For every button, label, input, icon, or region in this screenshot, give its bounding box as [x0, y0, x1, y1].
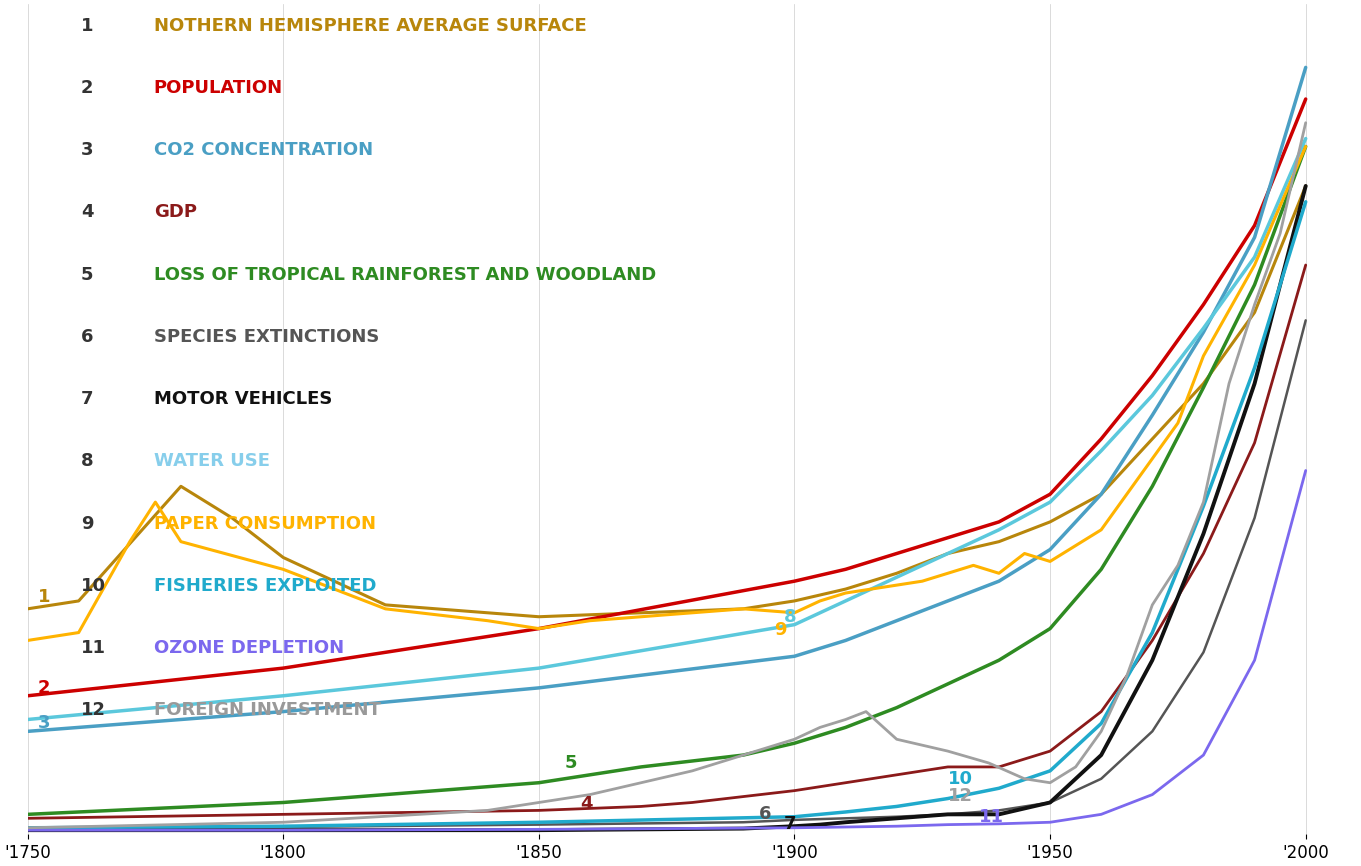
Text: 4: 4: [580, 795, 592, 813]
Text: FOREIGN INVESTMENT: FOREIGN INVESTMENT: [154, 701, 381, 720]
Text: 8: 8: [784, 608, 796, 626]
Text: MOTOR VEHICLES: MOTOR VEHICLES: [154, 390, 332, 408]
Text: 2: 2: [38, 679, 50, 697]
Text: 11: 11: [80, 639, 106, 657]
Text: POPULATION: POPULATION: [154, 79, 283, 97]
Text: 6: 6: [758, 805, 772, 823]
Text: SPECIES EXTINCTIONS: SPECIES EXTINCTIONS: [154, 328, 380, 346]
Text: 1: 1: [38, 588, 50, 606]
Text: 6: 6: [80, 328, 93, 346]
Text: 9: 9: [80, 514, 93, 533]
Text: LOSS OF TROPICAL RAINFOREST AND WOODLAND: LOSS OF TROPICAL RAINFOREST AND WOODLAND: [154, 266, 656, 283]
Text: 12: 12: [80, 701, 106, 720]
Text: NOTHERN HEMISPHERE AVERAGE SURFACE: NOTHERN HEMISPHERE AVERAGE SURFACE: [154, 16, 587, 35]
Text: 9: 9: [774, 621, 787, 639]
Text: 12: 12: [947, 787, 973, 805]
Text: 5: 5: [80, 266, 93, 283]
Text: 5: 5: [565, 754, 577, 772]
Text: 7: 7: [80, 390, 93, 408]
Text: PAPER CONSUMPTION: PAPER CONSUMPTION: [154, 514, 376, 533]
Text: 11: 11: [979, 808, 1003, 825]
Text: 3: 3: [38, 714, 50, 733]
Text: 8: 8: [80, 452, 94, 470]
Text: GDP: GDP: [154, 204, 197, 222]
Text: 7: 7: [784, 815, 796, 833]
Text: FISHERIES EXPLOITED: FISHERIES EXPLOITED: [154, 577, 377, 595]
Text: WATER USE: WATER USE: [154, 452, 269, 470]
Text: OZONE DEPLETION: OZONE DEPLETION: [154, 639, 344, 657]
Text: 10: 10: [947, 770, 973, 788]
Text: 10: 10: [80, 577, 106, 595]
Text: 1: 1: [80, 16, 93, 35]
Text: 3: 3: [80, 141, 93, 159]
Text: CO2 CONCENTRATION: CO2 CONCENTRATION: [154, 141, 373, 159]
Text: 2: 2: [80, 79, 93, 97]
Text: 4: 4: [80, 204, 93, 222]
